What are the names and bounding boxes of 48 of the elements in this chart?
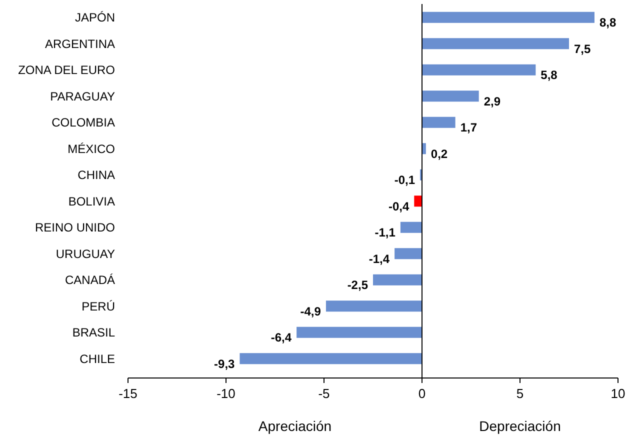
data-label: -2,5 <box>347 278 368 292</box>
data-label: -1,1 <box>374 226 396 240</box>
data-label: -1,4 <box>368 252 390 266</box>
bar <box>394 248 422 260</box>
data-label: 2,9 <box>484 94 501 108</box>
text: Depreciación <box>479 418 561 434</box>
y-tick-label: REINO UNIDO <box>34 220 115 235</box>
x-tick-label: -15 <box>118 386 138 401</box>
bar <box>326 300 422 312</box>
y-tick-label: MÉXICO <box>68 142 115 156</box>
y-tick-label: CHINA <box>78 168 115 182</box>
data-label: -6,4 <box>270 330 292 345</box>
y-tick-label: BOLIVIA <box>68 194 115 208</box>
bar <box>296 326 422 338</box>
bar <box>422 64 536 76</box>
data-label: -0,4 <box>388 199 410 214</box>
data-label: 5,8 <box>540 68 558 82</box>
data-label: 1,7 <box>460 120 478 135</box>
text: Apreciación <box>258 418 332 434</box>
x-tick-label: -5 <box>318 386 330 401</box>
y-tick-label: ARGENTINA <box>44 36 115 51</box>
bar <box>240 353 422 364</box>
x-tick-label: -10 <box>216 386 236 401</box>
y-tick-label: COLOMBIA <box>52 116 115 130</box>
bar <box>414 196 422 207</box>
data-label: 8,8 <box>599 16 616 30</box>
y-tick-label: CANADÁ <box>64 273 115 288</box>
data-label: -4,9 <box>300 304 322 318</box>
x-tick-label: 5 <box>516 386 524 401</box>
x-tick-label: 0 <box>418 386 426 401</box>
y-tick-label: ZONA DEL EURO <box>18 63 115 78</box>
data-label: 0,2 <box>430 146 448 161</box>
data-label: -0,1 <box>394 173 416 188</box>
y-tick-label: BRASIL <box>72 326 116 340</box>
data-label: 7,5 <box>574 42 592 56</box>
bar <box>422 12 594 23</box>
y-tick-label: CHILE <box>80 352 115 366</box>
bar <box>422 38 569 50</box>
bar <box>422 116 456 128</box>
bar <box>373 274 422 286</box>
x-tick-label: 10 <box>610 386 626 401</box>
y-tick-label: PERÚ <box>82 299 115 314</box>
y-tick-label: JAPÓN <box>74 10 115 25</box>
data-label: -9,3 <box>214 356 236 371</box>
bar <box>400 222 422 233</box>
bar <box>422 90 479 102</box>
y-tick-label: PARAGUAY <box>50 89 115 104</box>
y-tick-label: URUGUAY <box>56 246 115 261</box>
